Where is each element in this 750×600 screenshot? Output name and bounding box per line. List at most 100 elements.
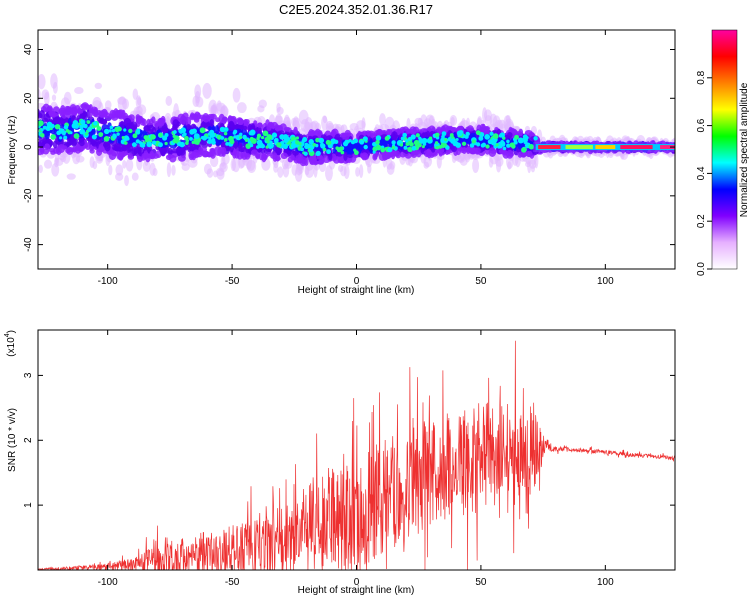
spectrogram-peak [126, 137, 130, 141]
spectrogram-peak [524, 137, 528, 142]
spectrogram-cell [142, 118, 147, 127]
spectrogram-peak [276, 142, 282, 148]
spectrogram-ytick-label: -40 [23, 237, 34, 252]
spectrogram-cell [81, 102, 90, 111]
spectrogram-peak [344, 139, 349, 145]
colorbar-gradient [711, 29, 738, 270]
spectrogram-peak [441, 131, 447, 137]
spectrogram-halo [386, 163, 395, 175]
spectrogram-peak [50, 123, 55, 129]
spectrogram-peak [400, 136, 405, 141]
spectrogram-peak [502, 146, 507, 151]
spectrogram-peak [268, 144, 273, 149]
spectrogram-halo [215, 102, 226, 112]
spectrogram-peak [348, 138, 352, 143]
spectrogram-ytick-label: -20 [23, 188, 34, 203]
spectrogram-peak [128, 128, 133, 134]
spectrogram-cell [390, 151, 396, 160]
spectrogram-peak [285, 136, 291, 141]
spectrogram-peak [235, 134, 242, 141]
spectrogram-ylabel: Frequency (Hz) [7, 116, 18, 185]
spectrogram-cell [319, 155, 324, 162]
spectrogram-halo [414, 117, 423, 126]
spectrogram-peak [455, 137, 459, 141]
spectrogram-cell [466, 127, 475, 132]
spectrogram-peak [489, 131, 494, 136]
spectrogram-halo [94, 82, 103, 90]
spectrogram-halo [355, 167, 360, 177]
spectrogram-cell [217, 146, 225, 157]
spectrogram-cell [203, 117, 209, 123]
spectrogram-peak [300, 147, 305, 152]
spectrogram-peak [506, 139, 510, 144]
spectrogram-cell [221, 116, 228, 122]
spectrogram-peak [195, 140, 200, 145]
spectrogram-cell [375, 128, 384, 137]
spectrogram-peak [262, 130, 269, 137]
spectrogram-peak [384, 136, 390, 141]
spectrogram-halo [367, 163, 372, 174]
spectrogram-cell [160, 115, 166, 125]
spectrogram-tone-core [620, 145, 653, 150]
spectrogram-cell [129, 121, 138, 130]
spectrogram-halo [343, 164, 350, 180]
spectrogram-ytick-label: 20 [23, 92, 34, 104]
spectrogram-peak [220, 127, 226, 133]
spectrogram-peak [475, 130, 481, 136]
spectrogram-peak [327, 140, 332, 145]
spectrogram-peak [295, 136, 299, 140]
spectrogram-peak [391, 145, 396, 150]
snr-xtick-label: 0 [354, 577, 360, 588]
spectrogram-cell [425, 151, 432, 157]
spectrogram-peak [304, 142, 309, 147]
spectrogram-peak [98, 132, 104, 137]
spectrogram-peak [407, 146, 413, 153]
spectrogram-halo [530, 164, 536, 173]
spectrogram-halo [313, 162, 318, 178]
spectrogram-peak [63, 135, 68, 140]
spectrogram-peak [79, 128, 86, 135]
spectrogram-peak [405, 141, 410, 147]
spectrogram-peak [91, 134, 97, 140]
spectrogram-halo [219, 162, 228, 173]
spectrogram-cell [499, 150, 507, 155]
spectrogram-halo [460, 157, 468, 166]
spectrogram-peak [73, 133, 80, 139]
spectrogram-peak [54, 124, 61, 130]
spectrogram-cell [488, 147, 497, 157]
spectrogram-peak [415, 145, 420, 149]
snr-series-line [38, 340, 675, 570]
spectrogram-halo [325, 165, 333, 182]
spectrogram-halo [132, 88, 139, 100]
spectrogram-cell [176, 146, 181, 157]
spectrogram-halo [507, 161, 512, 170]
spectrogram-peak [372, 150, 376, 154]
spectrogram-peak [50, 134, 57, 140]
spectrogram-axes: -100 -50 0 50 100 -40 -20 0 20 40 [23, 30, 675, 287]
spectrogram-peak [79, 124, 84, 130]
spectrogram-peak [62, 131, 66, 136]
snr-scale-prefix: (x10 [6, 337, 17, 357]
spectrogram-peak [239, 132, 243, 137]
spectrogram-peak [295, 140, 300, 145]
snr-panel: -100 -50 0 50 100 1 2 3 Height of straight line… [4, 329, 676, 596]
spectrogram-cell [114, 147, 122, 152]
spectrogram-cell [127, 153, 133, 158]
spectrogram-peak [517, 137, 524, 144]
spectrogram-peak [96, 126, 102, 131]
spectrogram-peak [232, 131, 237, 135]
spectrogram-cell [65, 148, 71, 154]
spectrogram-cell [474, 147, 481, 154]
spectrogram-peak [244, 138, 249, 142]
spectrogram-peak [59, 136, 63, 140]
spectrogram-cell [214, 125, 220, 135]
spectrogram-cell [121, 152, 126, 158]
spectrogram-cell [91, 141, 99, 147]
spectrogram-halo [166, 162, 172, 178]
spectrogram-peak [265, 145, 269, 149]
spectrogram-cell [44, 143, 51, 151]
spectrogram-peak [506, 143, 511, 148]
spectrogram-peak [418, 136, 422, 141]
spectrogram-xtick-label: 0 [354, 276, 360, 287]
spectrogram-cell [180, 116, 186, 125]
